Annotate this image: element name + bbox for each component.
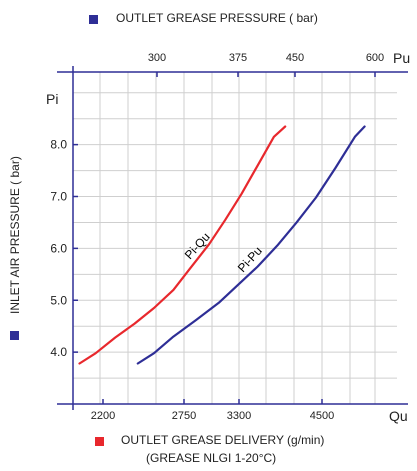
axes [57,66,408,410]
bottom-tick-label-1: 2750 [172,410,196,422]
legend-outlet-pressure: OUTLET GREASE PRESSURE ( bar) [116,11,318,25]
y-tick-label-1: 7.0 [50,190,67,204]
legend-delivery-line2: (GREASE NLGI 1-20°C) [146,451,277,465]
y-axis-name: Pi [46,91,58,107]
grid [73,72,397,404]
y-tick-label-2: 6.0 [50,241,67,255]
legend-marker-outlet-pressure [89,15,98,24]
bottom-tick-label-0: 2200 [91,410,115,422]
y-tick-label-0: 8.0 [50,138,67,152]
legend-marker-delivery [95,437,104,446]
legend-delivery-line1: OUTLET GREASE DELIVERY (g/min) [121,433,325,447]
top-axis-name: Pu [393,50,410,66]
y-tick-label-4: 4.0 [50,345,67,359]
legend-marker-air-pressure [10,331,19,340]
ticks: 8.0 7.0 6.0 5.0 4.0 Pi 300 375 450 600 Pu 2200 2750 3… [46,50,410,424]
y-axis-label: INLET AIR PRESSURE ( bar) [8,156,22,314]
bottom-axis-name: Qu [389,408,408,424]
y-tick-label-3: 5.0 [50,293,67,307]
top-tick-label-3: 600 [366,52,384,64]
bottom-tick-label-3: 4500 [310,410,334,422]
series [78,125,366,365]
bottom-tick-label-2: 3300 [227,410,251,422]
top-tick-label-0: 300 [148,52,166,64]
series-line-pi-pu [136,125,366,365]
top-tick-label-1: 375 [229,52,247,64]
series-line-pi-qu [78,125,287,365]
top-tick-label-2: 450 [286,52,304,64]
